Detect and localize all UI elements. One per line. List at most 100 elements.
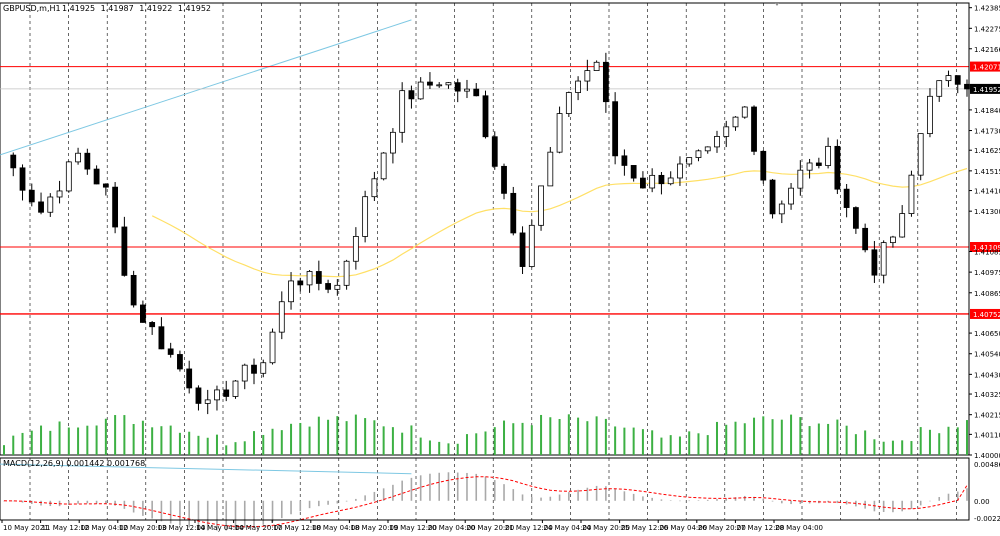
- macd-bar: [679, 500, 681, 502]
- macd-bar: [503, 484, 505, 501]
- macd-bar: [568, 492, 570, 501]
- candle: [908, 170, 915, 217]
- macd-bar: [253, 500, 255, 527]
- candle: [704, 146, 711, 154]
- ohlc-low: 1.41922: [139, 4, 172, 13]
- macd-bar: [605, 486, 607, 501]
- volume-bar: [262, 434, 265, 455]
- macd-bar: [21, 500, 24, 503]
- time-tick-label: 26 May 20:00: [698, 524, 746, 532]
- shift-marker-icon[interactable]: [775, 3, 779, 6]
- volume-bar: [799, 417, 802, 455]
- volume-bar: [919, 427, 922, 455]
- candle: [352, 227, 359, 270]
- macd-bar: [836, 500, 839, 504]
- price-tick-label: 1.40540: [974, 351, 1000, 359]
- candle: [186, 360, 193, 394]
- candle: [93, 165, 100, 185]
- volume-bar: [688, 431, 691, 455]
- candle: [121, 216, 128, 277]
- time-tick-label: 14 May 04:00: [196, 524, 244, 532]
- level-price-label: 1.42071: [973, 64, 1000, 72]
- price-tick-label: 1.40000: [974, 452, 1000, 460]
- trendline[interactable]: [0, 19, 412, 156]
- candle: [917, 133, 924, 181]
- macd-bar: [30, 500, 33, 505]
- candle: [732, 116, 739, 131]
- candle: [288, 272, 294, 310]
- volume-bar: [3, 445, 5, 455]
- volume-bar: [253, 431, 256, 455]
- macd-bar: [429, 473, 431, 501]
- price-tick-label: 1.40325: [974, 391, 1000, 399]
- volume-bar: [845, 425, 848, 455]
- volume-bar: [614, 426, 617, 455]
- moving-average-line: [151, 167, 968, 278]
- volume-bar: [290, 423, 293, 455]
- candle: [714, 130, 720, 153]
- candle: [491, 131, 498, 170]
- volume-bar: [40, 425, 43, 455]
- macd-bar: [771, 500, 774, 502]
- volume-bar: [882, 441, 885, 455]
- price-axis: 1.42385 1.42275 1.42166 1.42071 1.41952 1.418…: [968, 3, 1000, 460]
- macd-bar: [642, 496, 644, 501]
- macd-bar: [280, 500, 283, 519]
- price-panel[interactable]: GBPUSD,m,H1 1.41925 1.41987 1.41922 1.41…: [0, 2, 970, 456]
- volume-bar: [225, 445, 228, 455]
- macd-trendline[interactable]: [0, 463, 412, 475]
- volume-bar: [586, 421, 589, 455]
- candle: [343, 259, 350, 290]
- candle: [575, 76, 581, 101]
- time-tick-label: 18 May 04:00: [312, 524, 360, 532]
- volume-bar: [790, 414, 793, 455]
- candle: [945, 70, 952, 87]
- volume-bar: [206, 437, 209, 455]
- macd-bar: [753, 496, 755, 501]
- volume-bar: [465, 434, 468, 455]
- volume-bar: [873, 439, 876, 455]
- macd-bar: [336, 500, 339, 504]
- candle: [612, 92, 619, 165]
- macd-bar: [697, 500, 700, 501]
- macd-bar: [364, 495, 366, 501]
- volume-bar: [678, 436, 681, 455]
- volume-bar: [715, 421, 718, 455]
- volume-bar: [456, 443, 459, 455]
- macd-bar: [410, 477, 413, 501]
- candle: [649, 168, 656, 193]
- volume-bar: [938, 433, 941, 455]
- candle: [427, 72, 433, 90]
- candle: [473, 83, 480, 97]
- macd-bar: [910, 500, 913, 509]
- volume-bar: [280, 430, 283, 455]
- candle: [149, 320, 156, 335]
- macd-bar: [419, 475, 422, 501]
- price-tick-label: 1.41840: [974, 107, 1000, 115]
- volume-bar: [641, 429, 644, 455]
- macd-bar: [160, 500, 163, 522]
- macd-tick-label: 0.00: [974, 498, 990, 506]
- current-price-label: 1.41952: [973, 86, 1000, 94]
- volume-bar: [549, 417, 552, 455]
- candle: [760, 150, 767, 184]
- candle: [843, 183, 850, 218]
- volume-bar: [854, 434, 857, 455]
- volume-bar: [12, 435, 15, 455]
- volume-bar: [808, 426, 811, 455]
- candle: [501, 163, 507, 200]
- candle: [139, 300, 146, 323]
- volume-bar: [891, 440, 894, 455]
- candle: [630, 165, 637, 182]
- volume-bar: [299, 422, 302, 455]
- macd-bar: [40, 500, 42, 506]
- candle: [464, 79, 470, 99]
- candle: [75, 147, 81, 165]
- macd-bar: [808, 500, 811, 504]
- time-tick-label: 24 May 04:00: [543, 524, 591, 532]
- macd-bar: [475, 473, 478, 501]
- volume-bar: [697, 433, 700, 455]
- candle: [890, 235, 896, 248]
